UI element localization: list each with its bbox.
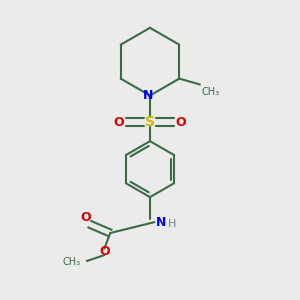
Text: O: O: [99, 245, 110, 258]
Text: CH₃: CH₃: [63, 257, 81, 268]
Text: CH₃: CH₃: [201, 87, 220, 97]
Text: H: H: [168, 220, 177, 230]
Text: O: O: [114, 116, 124, 128]
Text: N: N: [156, 216, 166, 229]
Text: O: O: [80, 211, 91, 224]
Text: N: N: [143, 89, 154, 102]
Text: O: O: [176, 116, 186, 128]
Text: S: S: [145, 115, 155, 129]
